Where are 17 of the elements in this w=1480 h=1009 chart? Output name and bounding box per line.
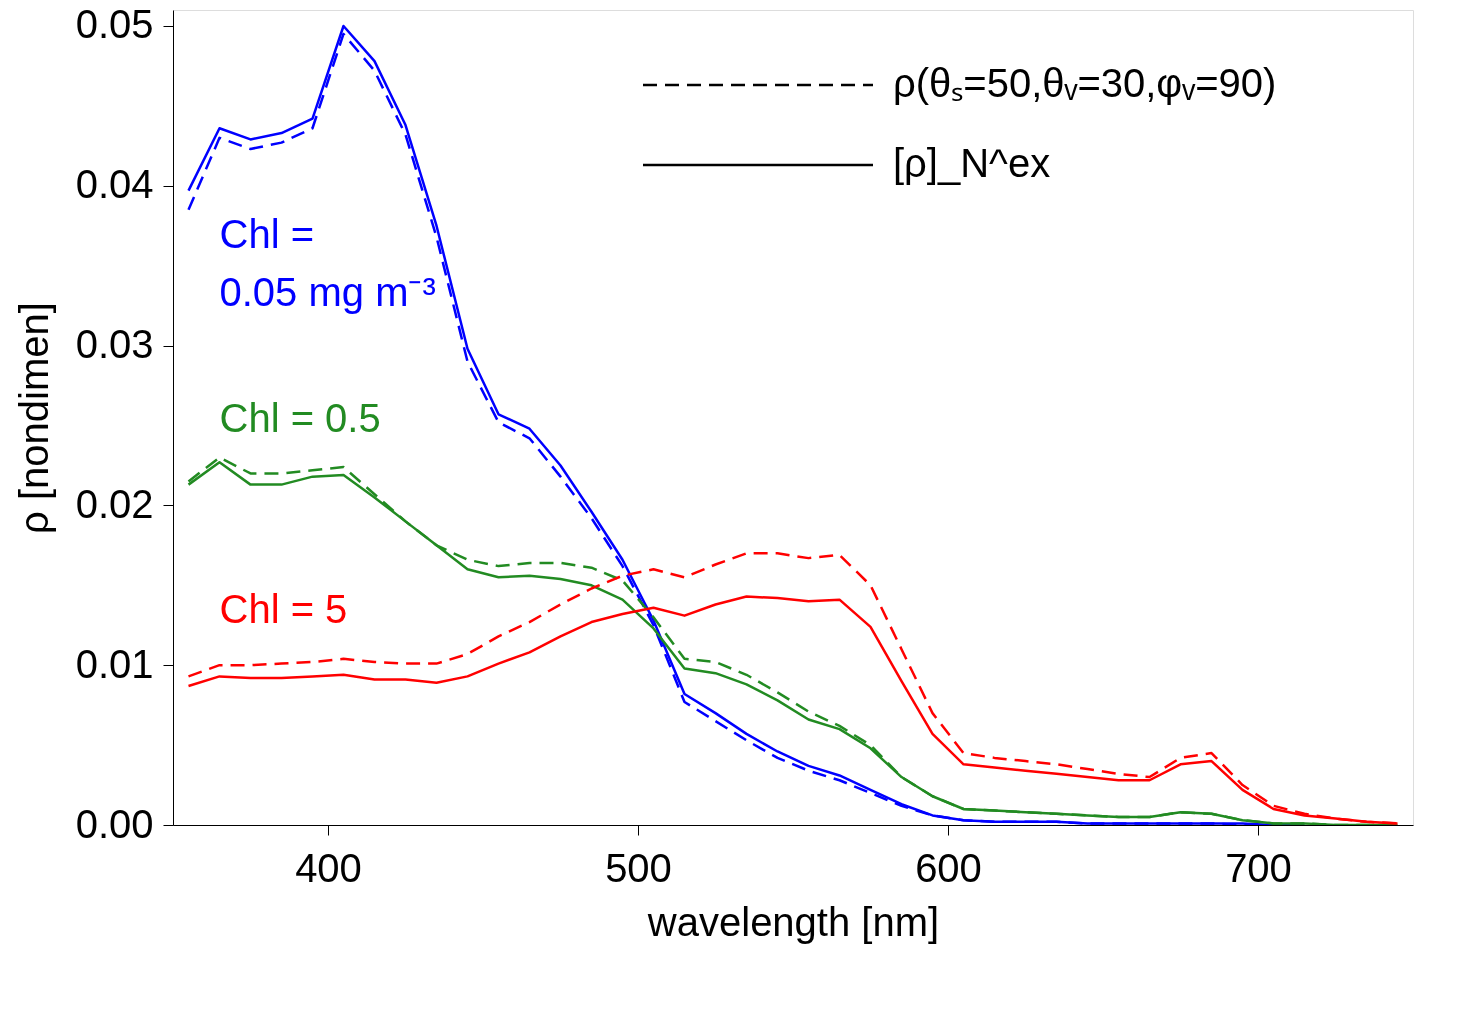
y-axis-title: ρ [nondimen] [11,302,56,534]
y-tick-label: 0.03 [75,322,154,367]
series-label: Chl = 5 [219,586,348,631]
x-axis-title: wavelength [nm] [646,899,940,944]
x-tick-label: 700 [1225,845,1292,890]
y-tick-label: 0.00 [75,801,154,846]
y-tick-label: 0.01 [75,641,154,686]
x-tick-label: 400 [295,845,362,890]
annotation: ρ(θₛ=50,θᵥ=30,φᵥ=90) [893,61,1277,105]
x-tick-label: 500 [605,845,672,890]
annotation: [ρ]_N^ex [893,141,1051,185]
y-tick-label: 0.05 [75,2,154,47]
y-tick-label: 0.02 [75,481,154,526]
x-tick-label: 600 [915,845,982,890]
y-tick-label: 0.04 [75,162,154,207]
series-label: Chl = 0.05 mg m⁻³ [219,211,436,314]
series-label: Chl = 0.5 [219,395,381,440]
